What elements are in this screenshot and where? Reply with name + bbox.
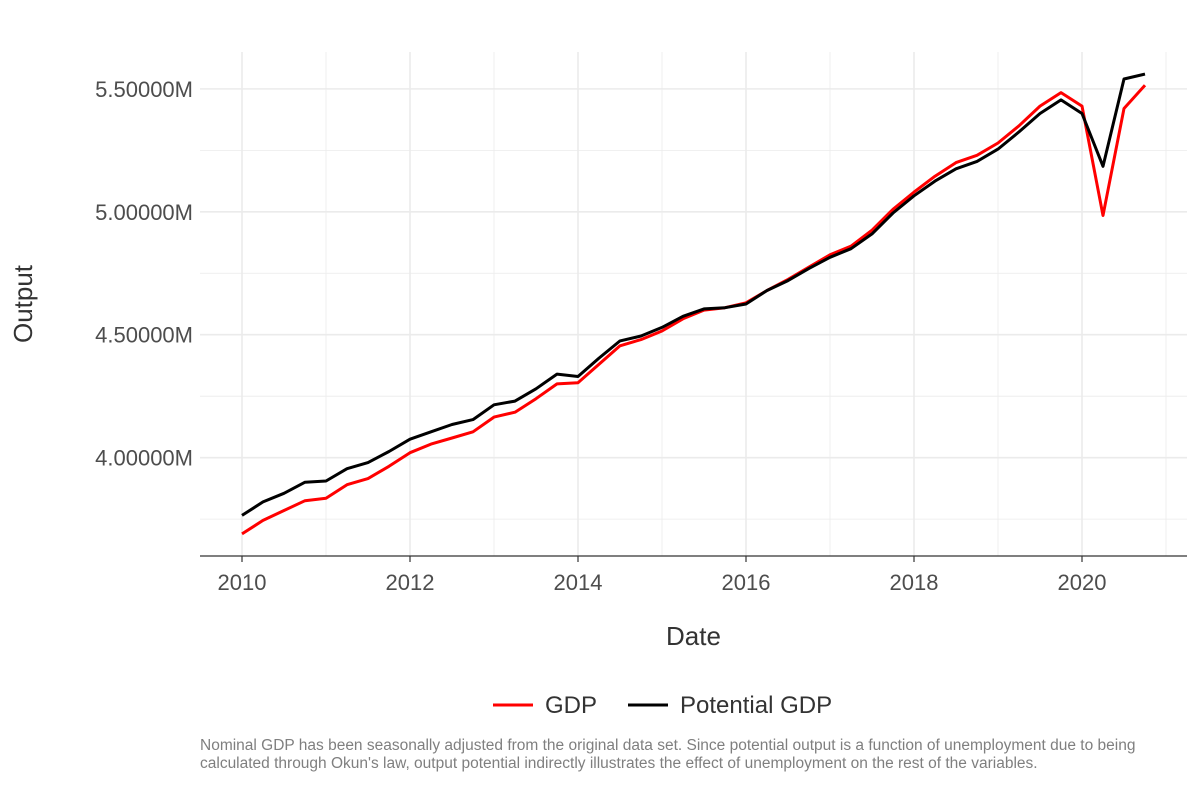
y-tick-label: 4.50000M: [95, 323, 193, 348]
x-tick-label: 2016: [722, 570, 771, 595]
x-axis-title: Date: [666, 621, 721, 651]
x-tick-label: 2018: [890, 570, 939, 595]
x-axis: 2010 2012 2014 2016 2018 2020: [218, 556, 1107, 595]
x-tick-label: 2020: [1058, 570, 1107, 595]
y-tick-label: 5.00000M: [95, 200, 193, 225]
legend-label: Potential GDP: [680, 692, 832, 719]
legend-label: GDP: [545, 692, 597, 719]
x-tick-label: 2014: [554, 570, 603, 595]
legend: GDP Potential GDP: [493, 692, 832, 719]
grid: [200, 52, 1187, 556]
series-line-potential-gdp: [241, 72, 1146, 517]
y-tick-label: 5.50000M: [95, 77, 193, 102]
y-axis-title: Output: [8, 264, 38, 343]
series-lines: [241, 72, 1147, 536]
x-tick-label: 2010: [218, 570, 267, 595]
chart-caption: Nominal GDP has been seasonally adjusted…: [200, 737, 1136, 772]
x-tick-label: 2012: [386, 570, 435, 595]
y-axis: 4.00000M 4.50000M 5.00000M 5.50000M: [95, 77, 193, 471]
series-line-gdp: [241, 84, 1147, 536]
y-tick-label: 4.00000M: [95, 446, 193, 471]
